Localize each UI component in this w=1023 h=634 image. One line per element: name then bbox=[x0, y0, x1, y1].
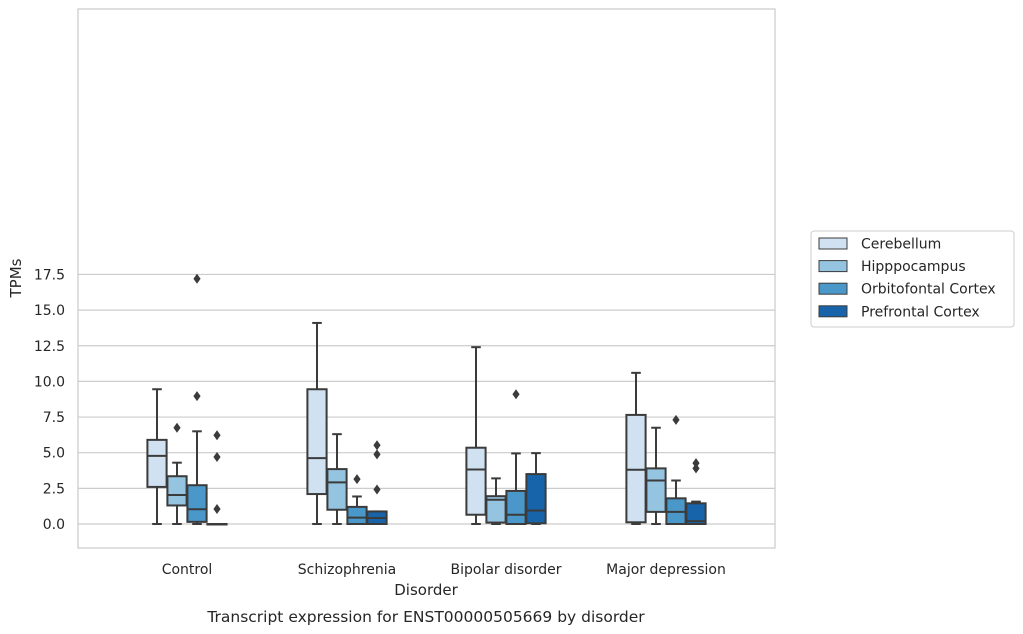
plot-area-frame bbox=[77, 8, 776, 549]
figure-caption: Transcript expression for ENST0000050566… bbox=[206, 608, 645, 626]
box-groups bbox=[146, 273, 707, 526]
outlier-point bbox=[512, 389, 520, 400]
box-hipppocampus bbox=[326, 433, 348, 525]
legend-entry-label: Hipppocampus bbox=[861, 259, 966, 275]
outlier-point bbox=[373, 484, 381, 495]
y-tick-label: 15.0 bbox=[34, 303, 65, 319]
outlier-point bbox=[173, 422, 181, 433]
x-tick-labels: Control Schizophrenia Bipolar disorder Majo… bbox=[162, 562, 726, 578]
legend-swatch bbox=[818, 237, 848, 250]
box-cerebellum bbox=[465, 346, 487, 525]
outlier-point bbox=[213, 430, 221, 441]
outlier-point bbox=[193, 273, 201, 284]
legend-entry-label: Cerebellum bbox=[861, 237, 941, 253]
box-hipppocampus bbox=[166, 422, 188, 525]
box-prefrontal-cortex bbox=[525, 452, 547, 525]
x-tick-label: Bipolar disorder bbox=[450, 562, 561, 578]
box-cerebellum bbox=[306, 321, 328, 525]
box-cerebellum bbox=[146, 388, 168, 525]
y-tick-label: 17.5 bbox=[34, 267, 65, 283]
y-tick-label: 10.0 bbox=[34, 374, 65, 390]
outlier-point bbox=[373, 440, 381, 451]
iqr-box bbox=[625, 413, 647, 524]
box-orbitofontal-cortex bbox=[665, 414, 687, 525]
box-hipppocampus bbox=[485, 477, 507, 525]
legend: Cerebellum Hipppocampus Orbitofontal Corte… bbox=[810, 230, 1015, 328]
box-cerebellum bbox=[625, 371, 647, 525]
iqr-box bbox=[326, 468, 348, 511]
box-prefrontal-cortex bbox=[685, 458, 707, 525]
box-prefrontal-cortex bbox=[206, 430, 228, 526]
x-axis-label: Disorder bbox=[394, 581, 458, 599]
box-hipppocampus bbox=[645, 426, 667, 525]
y-tick-label: 7.5 bbox=[43, 410, 65, 426]
iqr-box bbox=[645, 467, 667, 513]
outlier-point bbox=[672, 414, 680, 425]
iqr-box bbox=[306, 388, 328, 496]
y-tick-label: 5.0 bbox=[43, 446, 65, 462]
box-orbitofontal-cortex bbox=[505, 389, 527, 526]
y-tick-labels: 0.0 2.5 5.0 7.5 10.0 12.5 15.0 17.5 bbox=[34, 267, 65, 533]
iqr-box bbox=[346, 505, 368, 525]
outlier-point bbox=[213, 504, 221, 515]
legend-entry-label: Prefrontal Cortex bbox=[861, 304, 980, 320]
iqr-box bbox=[166, 475, 188, 507]
iqr-box bbox=[525, 473, 547, 525]
outlier-point bbox=[213, 451, 221, 462]
x-tick-label: Major depression bbox=[606, 562, 726, 578]
iqr-box bbox=[186, 484, 208, 523]
outlier-point bbox=[193, 391, 201, 402]
outlier-point bbox=[353, 474, 361, 485]
box-orbitofontal-cortex bbox=[186, 273, 208, 525]
legend-swatch bbox=[818, 305, 848, 318]
outlier-point bbox=[373, 449, 381, 460]
outlier-point bbox=[692, 463, 700, 474]
y-tick-label: 0.0 bbox=[43, 517, 65, 533]
x-tick-label: Control bbox=[162, 562, 213, 578]
outlier-point bbox=[692, 458, 700, 469]
y-axis-label: TPMs bbox=[7, 258, 25, 298]
iqr-box bbox=[465, 446, 487, 516]
y-tick-label: 2.5 bbox=[43, 481, 65, 497]
y-tick-label: 12.5 bbox=[34, 339, 65, 355]
box-prefrontal-cortex bbox=[366, 440, 388, 526]
legend-entry-label: Orbitofontal Cortex bbox=[861, 282, 996, 298]
box-orbitofontal-cortex bbox=[346, 474, 368, 525]
x-tick-label: Schizophrenia bbox=[298, 562, 396, 578]
iqr-box bbox=[685, 502, 707, 525]
iqr-box bbox=[505, 489, 527, 526]
legend-frame bbox=[810, 230, 1015, 328]
legend-swatch bbox=[818, 260, 848, 273]
legend-swatch bbox=[818, 282, 848, 295]
iqr-box bbox=[146, 438, 168, 488]
